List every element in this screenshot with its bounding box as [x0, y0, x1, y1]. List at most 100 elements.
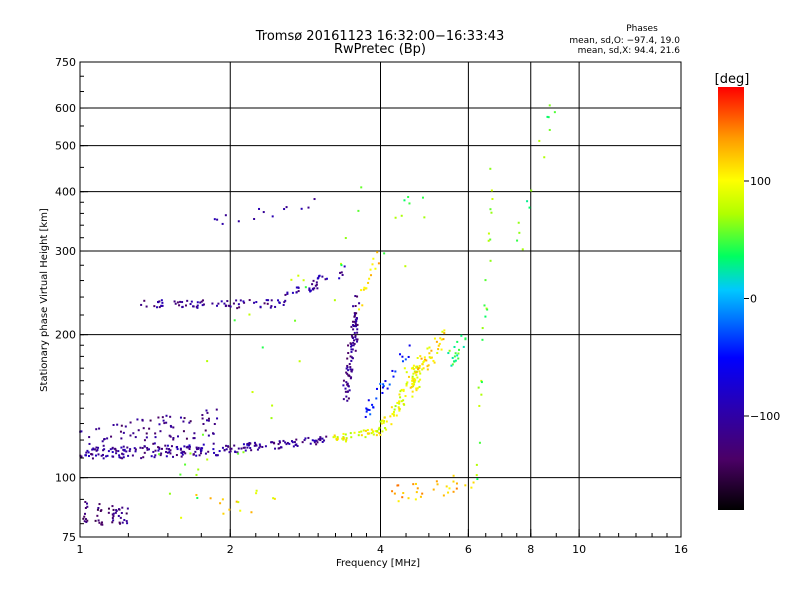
scatter-point	[269, 306, 272, 309]
scatter-point	[335, 437, 338, 440]
scatter-point	[200, 300, 203, 303]
scatter-point	[142, 427, 145, 430]
scatter-point	[349, 366, 352, 369]
scatter-point	[332, 436, 335, 439]
scatter-point	[323, 439, 326, 442]
scatter-point	[188, 448, 191, 451]
scatter-point	[548, 104, 551, 107]
y-axis-ticks: 75 100 200 300 400 500 600 750	[55, 56, 88, 544]
scatter-point	[355, 316, 358, 319]
scatter-point	[141, 418, 144, 421]
scatter-point	[244, 449, 247, 452]
scatter-point	[119, 430, 122, 433]
scatter-point	[253, 217, 256, 220]
scatter-point	[273, 442, 276, 445]
scatter-point	[400, 388, 403, 391]
scatter-point	[422, 367, 425, 370]
scatter-point	[160, 304, 163, 307]
scatter-point	[538, 139, 541, 142]
scatter-point	[315, 283, 318, 286]
x-axis-label: Frequency [MHz]	[336, 558, 420, 569]
scatter-point	[179, 447, 182, 450]
scatter-point	[374, 430, 377, 433]
scatter-point	[414, 482, 417, 485]
scatter-point	[344, 440, 347, 443]
scatter-point	[172, 426, 175, 429]
scatter-point	[423, 216, 426, 219]
scatter-point	[410, 367, 413, 370]
scatter-point	[97, 519, 100, 522]
scatter-point	[392, 413, 395, 416]
scatter-point	[183, 417, 186, 420]
scatter-point	[385, 420, 388, 423]
scatter-point	[412, 385, 415, 388]
scatter-point	[346, 372, 349, 375]
scatter-point	[270, 441, 273, 444]
scatter-point	[349, 355, 352, 358]
scatter-point	[189, 420, 192, 423]
colorbar-ticks: 100 0 −100	[744, 175, 780, 423]
scatter-point	[237, 447, 240, 450]
phases-title: Phases	[626, 24, 658, 34]
scatter-point	[315, 443, 318, 446]
scatter-point	[354, 334, 357, 337]
scatter-point	[168, 434, 171, 437]
scatter-point	[165, 455, 168, 458]
scatter-point	[194, 450, 197, 453]
scatter-point	[158, 447, 161, 450]
scatter-point	[348, 389, 351, 392]
scatter-point	[207, 450, 210, 453]
scatter-point	[381, 419, 384, 422]
scatter-point	[122, 456, 125, 459]
scatter-point	[216, 454, 219, 457]
scatter-point	[185, 446, 188, 449]
scatter-point	[248, 299, 251, 302]
scatter-point	[356, 338, 359, 341]
scatter-point	[264, 445, 267, 448]
scatter-point	[411, 379, 414, 382]
scatter-point	[111, 513, 114, 516]
scatter-point	[412, 372, 415, 375]
scatter-point	[261, 346, 264, 349]
scatter-point	[394, 405, 397, 408]
scatter-point	[162, 419, 165, 422]
scatter-point	[280, 446, 283, 449]
scatter-point	[96, 448, 99, 451]
scatter-point	[93, 448, 96, 451]
scatter-point	[408, 344, 411, 347]
scatter-point	[177, 435, 180, 438]
scatter-point	[412, 379, 415, 382]
scatter-point	[427, 364, 430, 367]
scatter-point	[170, 425, 173, 428]
scatter-point	[351, 320, 354, 323]
scatter-point	[96, 514, 99, 517]
scatter-point	[193, 437, 196, 440]
scatter-point	[447, 491, 450, 494]
scatter-point	[347, 397, 350, 400]
y-tick-label: 500	[55, 140, 76, 153]
scatter-point	[271, 441, 274, 444]
scatter-point	[391, 369, 394, 372]
scatter-point	[103, 448, 106, 451]
scatter-point	[375, 434, 378, 437]
scatter-point	[236, 451, 239, 454]
scatter-point	[122, 448, 125, 451]
scatter-point	[543, 156, 546, 159]
scatter-point	[218, 450, 221, 453]
scatter-point	[297, 286, 300, 289]
scatter-point	[294, 443, 297, 446]
scatter-point	[485, 307, 488, 310]
scatter-point	[195, 454, 198, 457]
scatter-point	[470, 486, 473, 489]
scatter-point	[115, 509, 118, 512]
scatter-point	[324, 278, 327, 281]
scatter-point	[117, 450, 120, 453]
scatter-point	[368, 408, 371, 411]
scatter-point	[313, 439, 316, 442]
scatter-point	[116, 423, 119, 426]
scatter-point	[333, 434, 336, 437]
scatter-point	[83, 515, 86, 518]
scatter-point	[321, 437, 324, 440]
scatter-point	[107, 507, 110, 510]
scatter-point	[353, 331, 356, 334]
